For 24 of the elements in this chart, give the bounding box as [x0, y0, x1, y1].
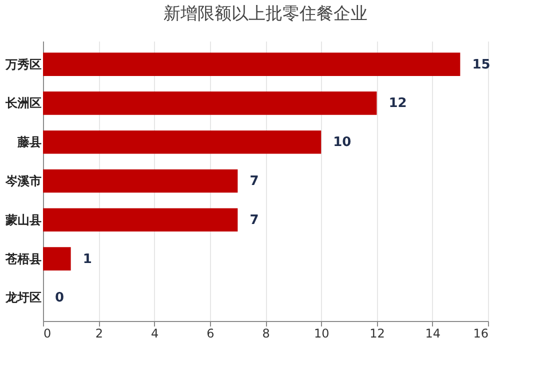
data-label: 1 — [82, 252, 92, 267]
x-tick-label: 14 — [425, 326, 441, 340]
y-tick-label: 藤县 — [16, 135, 42, 150]
y-tick-label: 岑溪市 — [4, 174, 42, 188]
x-tick-label: 2 — [95, 326, 103, 340]
x-tick-label: 10 — [314, 326, 330, 340]
x-tick-label: 4 — [150, 326, 159, 340]
data-label: 15 — [472, 57, 490, 72]
data-label: 0 — [55, 290, 64, 306]
data-label: 7 — [250, 212, 259, 228]
x-tick-label: 12 — [370, 326, 385, 340]
x-tick-label: 8 — [262, 326, 270, 340]
data-label: 12 — [388, 96, 407, 112]
x-tick-label: 0 — [44, 326, 52, 340]
data-label: 10 — [333, 135, 352, 150]
y-tick-label: 长洲区 — [4, 96, 42, 110]
x-tick-label: 16 — [473, 326, 488, 340]
x-tick-label: 6 — [206, 326, 214, 340]
y-tick-label: 蒙山县 — [4, 212, 42, 227]
data-label: 7 — [250, 174, 259, 189]
y-tick-label: 万秀区 — [4, 57, 42, 72]
y-tick-label: 苍梧县 — [4, 252, 42, 266]
chart-title: 新增限额以上批零住餐企业 — [164, 4, 368, 24]
y-tick-label: 龙圩区 — [4, 290, 42, 305]
